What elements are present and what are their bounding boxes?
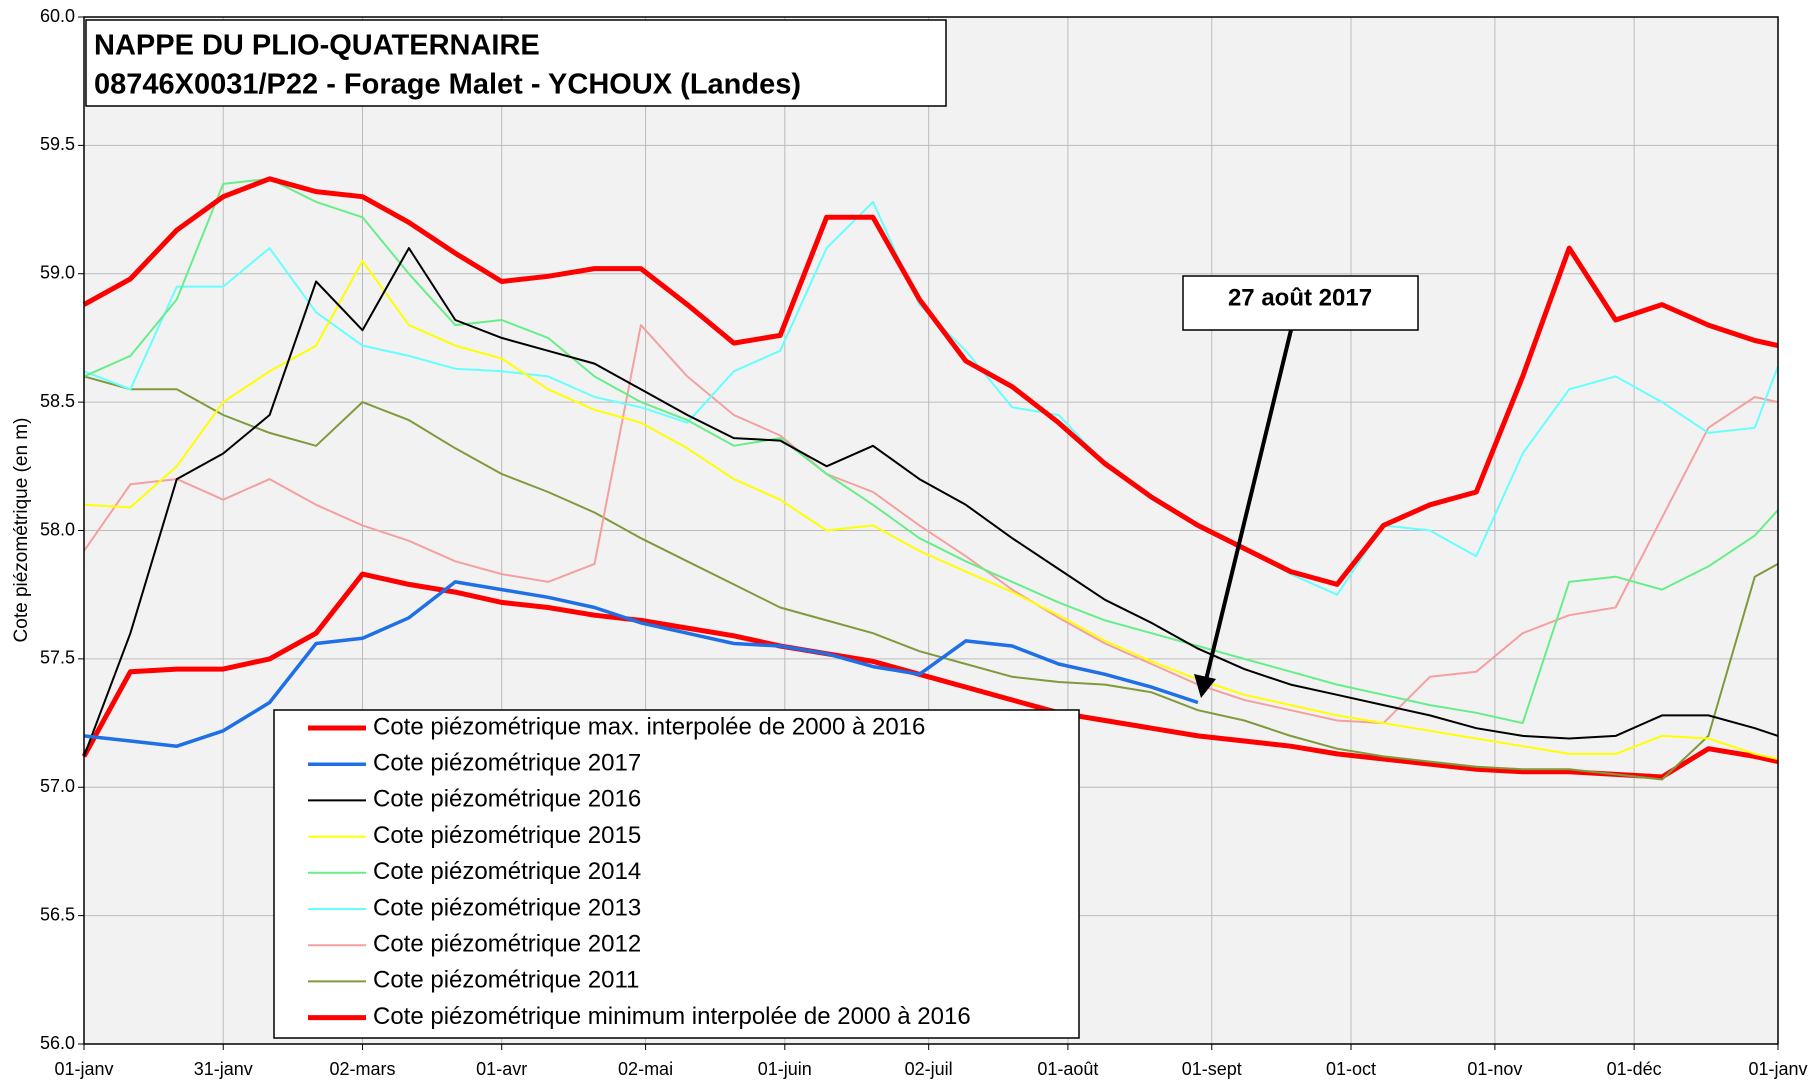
series-line	[83, 177, 1779, 725]
series-line	[83, 259, 1779, 760]
y-tick-label: 56.5	[40, 904, 75, 924]
y-tick-label: 56.0	[40, 1033, 75, 1053]
series-line	[81, 571, 1779, 780]
x-tick-label: 02-juil	[905, 1059, 953, 1079]
x-tick-label: 02-mai	[618, 1059, 673, 1079]
title-box	[85, 19, 947, 107]
series-line	[83, 580, 1199, 748]
y-axis-label: Cote piézométrique (en m)	[11, 418, 32, 643]
legend-label: Cote piézométrique 2014	[373, 858, 641, 885]
y-tick-label: 59.5	[40, 134, 75, 154]
ticks: 56.0 56.5 57.0 57.5 58.0 58.5 59.0 59.5 60.0 01-j…	[40, 6, 1808, 1079]
chart-title: NAPPE DU PLIO-QUATERNAIRE	[94, 30, 540, 62]
series-line	[83, 247, 1779, 757]
x-tick-label: 01-juin	[758, 1059, 812, 1079]
x-tick-label: 02-mars	[329, 1059, 395, 1079]
x-tick-label: 31-janv	[194, 1059, 253, 1079]
y-tick-label: 58.5	[40, 391, 75, 411]
annotation: 27 août 2017	[1228, 284, 1372, 311]
y-tick-label: 57.0	[40, 776, 75, 796]
legend-label: Cote piézométrique minimum interpolée de…	[373, 1003, 971, 1030]
series-line	[83, 324, 1779, 725]
legend-label: Cote piézométrique 2013	[373, 894, 641, 921]
x-tick-label: 01-janv	[54, 1059, 113, 1079]
x-tick-label: 01-avr	[476, 1059, 527, 1079]
annotation-box	[1182, 275, 1419, 331]
x-tick-label: 01-août	[1037, 1059, 1098, 1079]
y-tick-label: 57.5	[40, 648, 75, 668]
series-line	[82, 176, 1779, 587]
legend-label: Cote piézométrique 2012	[373, 931, 641, 958]
x-tick-label: 01-déc	[1607, 1059, 1662, 1079]
y-tick-label: 59.0	[40, 263, 75, 283]
x-tick-label: 01-janv	[1748, 1059, 1807, 1079]
legend-label: Cote piézométrique 2011	[373, 967, 639, 994]
annotation-arrowhead	[1194, 674, 1216, 698]
x-tick-label: 01-sept	[1182, 1059, 1242, 1079]
chart-subtitle: 08746X0031/P22 - Forage Malet - YCHOUX (…	[94, 69, 801, 101]
annotation-arrow	[1204, 329, 1293, 681]
x-tick-label: 01-nov	[1467, 1059, 1522, 1079]
y-tick-label: 58.0	[40, 519, 75, 539]
legend-label: Cote piézométrique 2015	[373, 822, 641, 849]
legend: Cote piézométrique max. interpolée de 20…	[273, 709, 1080, 1039]
legend-box	[273, 709, 1080, 1039]
x-tick-label: 01-oct	[1326, 1059, 1376, 1079]
legend-label: Cote piézométrique max. interpolée de 20…	[373, 713, 925, 740]
legend-label: Cote piézométrique 2016	[373, 786, 641, 813]
legend-label: Cote piézométrique 2017	[373, 750, 641, 777]
lines	[81, 176, 1779, 781]
y-tick-label: 60.0	[40, 6, 75, 26]
